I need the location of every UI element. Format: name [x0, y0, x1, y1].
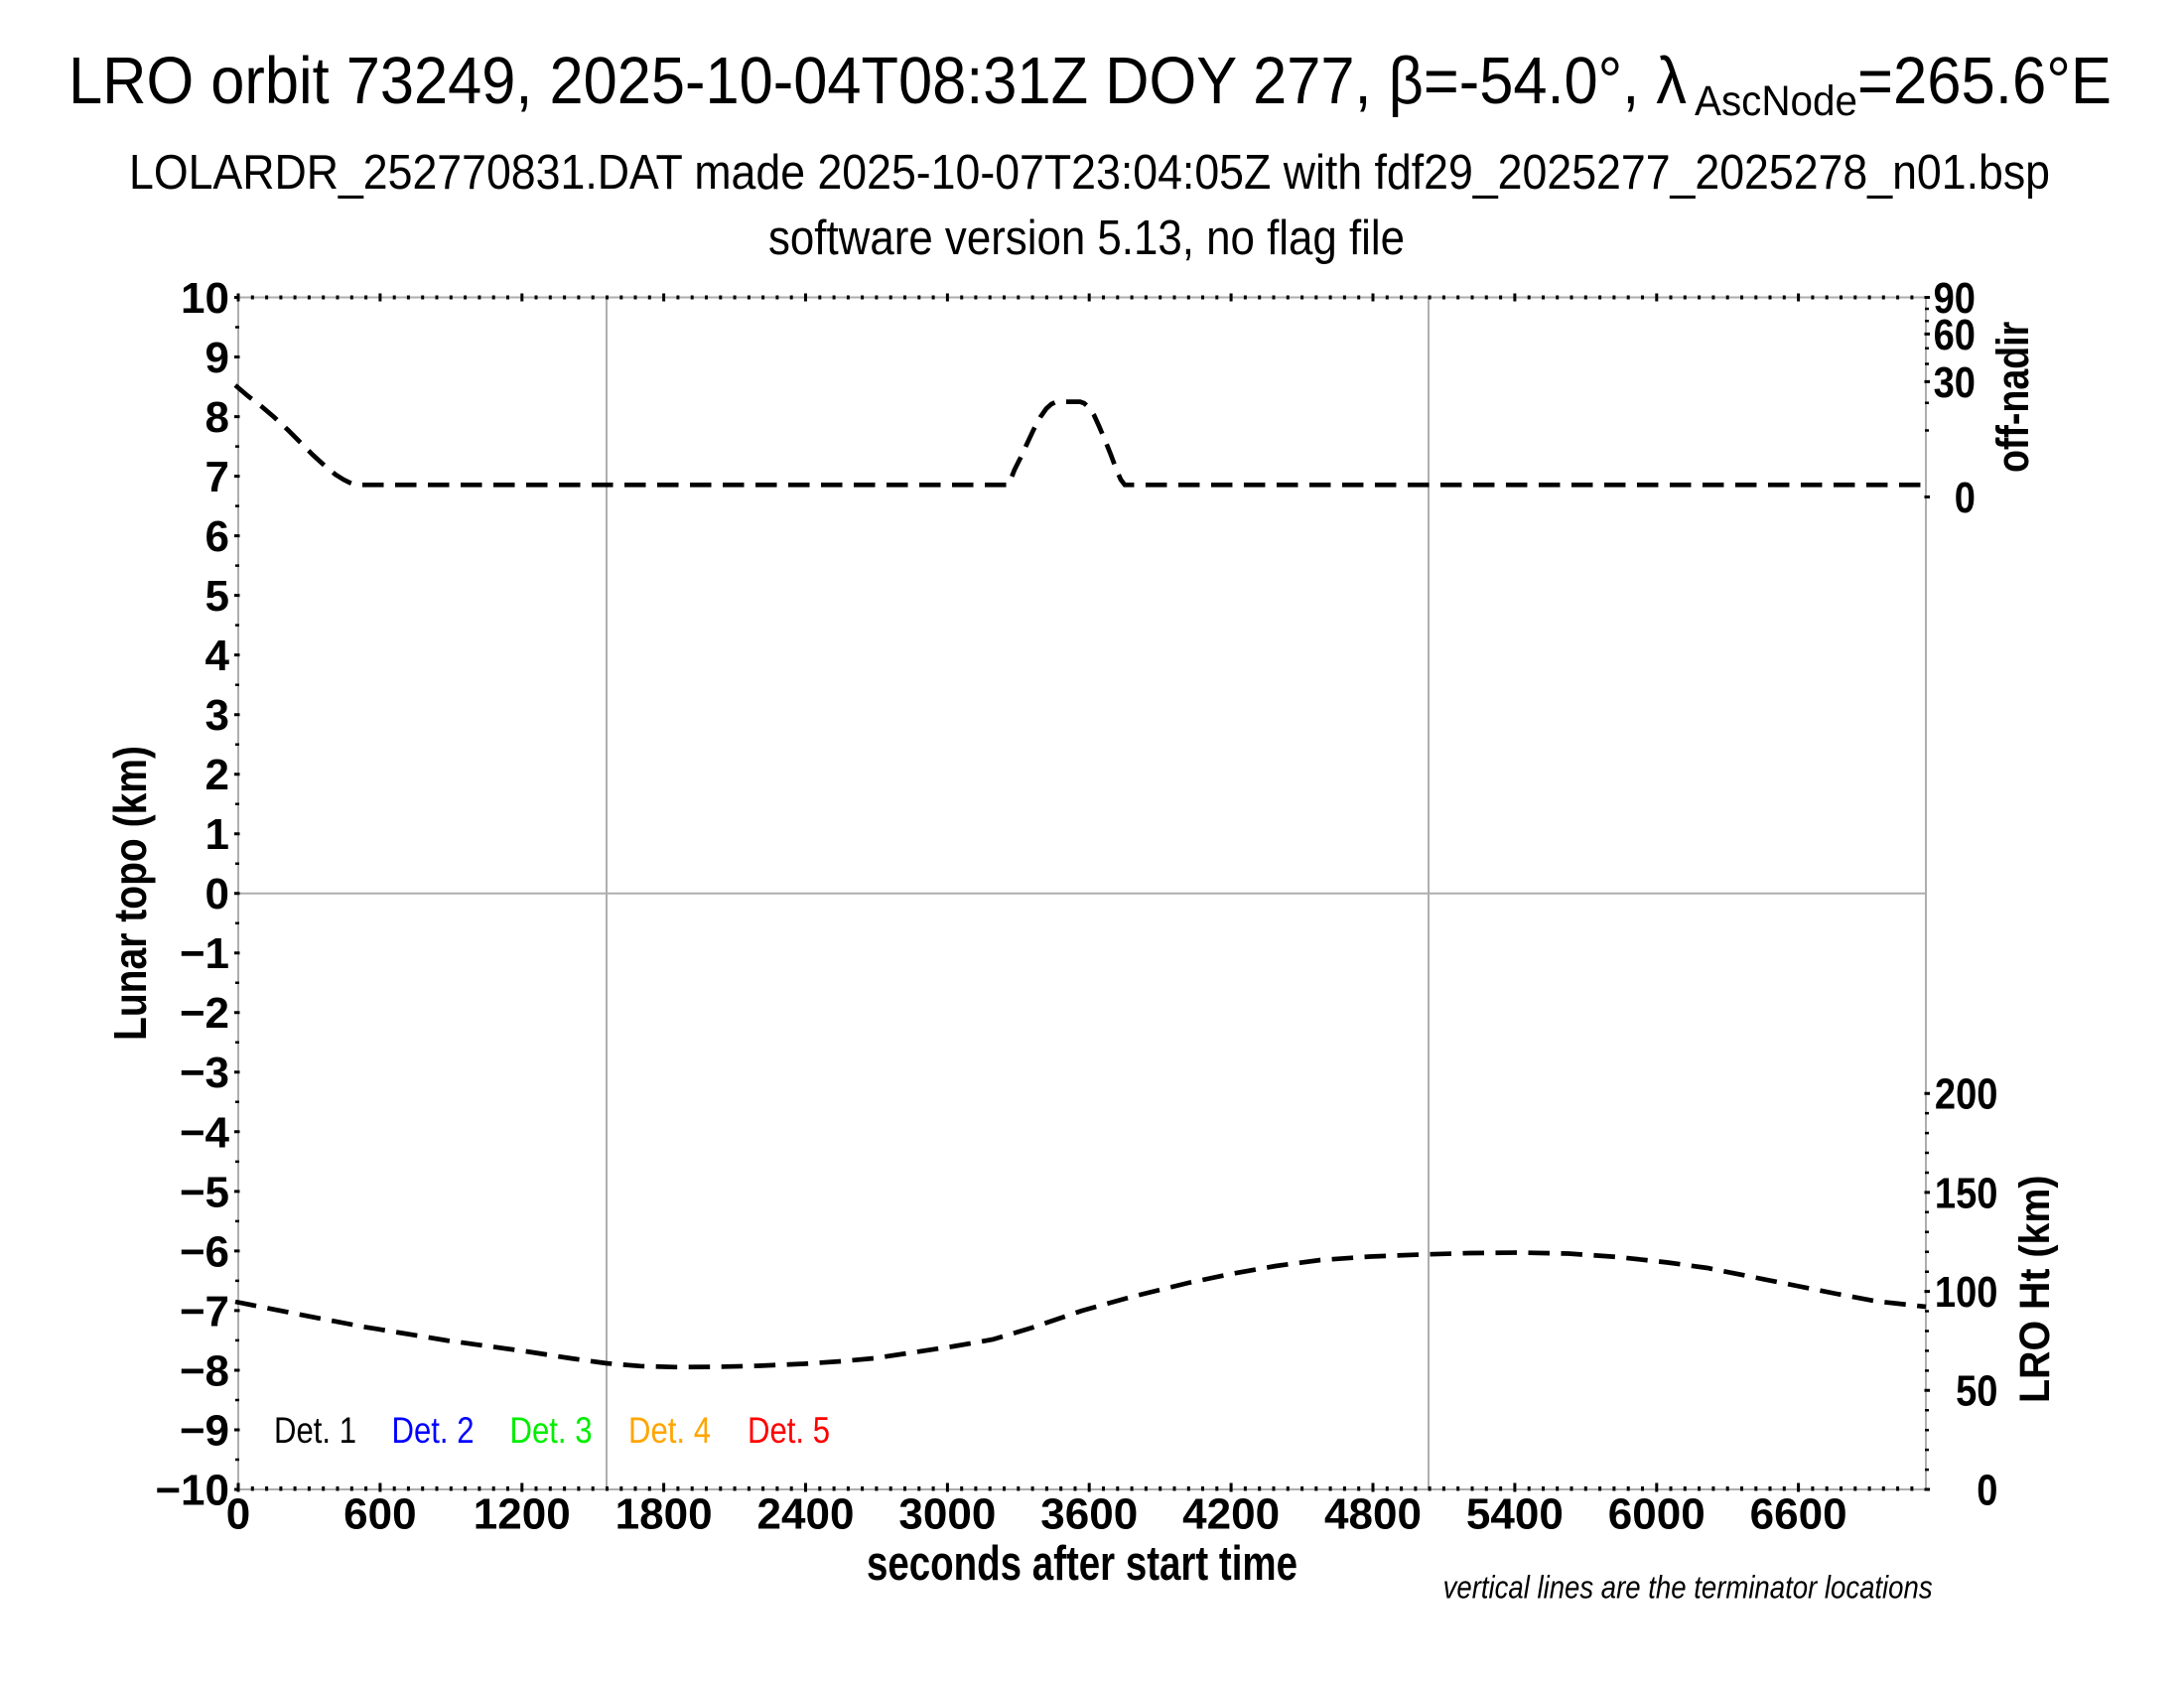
svg-text:2400: 2400: [757, 1490, 855, 1539]
svg-text:100: 100: [1935, 1268, 1998, 1317]
svg-text:software version 5.13, no flag: software version 5.13, no flag file: [768, 211, 1405, 265]
svg-text:0: 0: [1977, 1466, 1997, 1514]
svg-text:LRO orbit 73249, 2025-10-04T08: LRO orbit 73249, 2025-10-04T08:31Z DOY 2…: [68, 44, 1687, 118]
svg-text:LRO Ht (km): LRO Ht (km): [2011, 1176, 2059, 1404]
svg-text:60: 60: [1934, 311, 1976, 359]
svg-text:LOLARDR_252770831.DAT made 202: LOLARDR_252770831.DAT made 2025-10-07T23…: [129, 146, 2050, 200]
svg-text:=265.6°E: =265.6°E: [1857, 44, 2112, 118]
svg-text:2: 2: [205, 751, 229, 799]
svg-text:4200: 4200: [1182, 1490, 1280, 1539]
svg-text:600: 600: [343, 1490, 416, 1539]
svg-text:Det. 5: Det. 5: [748, 1410, 830, 1451]
svg-text:−5: −5: [180, 1168, 229, 1216]
svg-text:90: 90: [1934, 274, 1976, 323]
svg-text:Det. 4: Det. 4: [628, 1410, 711, 1451]
svg-text:AscNode: AscNode: [1695, 77, 1857, 125]
svg-text:10: 10: [181, 274, 229, 323]
svg-text:1: 1: [205, 810, 229, 859]
svg-text:−10: −10: [155, 1466, 229, 1514]
svg-text:Lunar topo (km): Lunar topo (km): [104, 746, 156, 1041]
svg-text:−3: −3: [180, 1049, 229, 1097]
svg-text:5400: 5400: [1466, 1490, 1564, 1539]
svg-text:3000: 3000: [898, 1490, 996, 1539]
svg-text:−8: −8: [180, 1346, 229, 1395]
svg-text:150: 150: [1935, 1169, 1998, 1217]
svg-text:200: 200: [1935, 1070, 1998, 1119]
svg-text:3600: 3600: [1040, 1490, 1138, 1539]
svg-text:Det. 1: Det. 1: [274, 1410, 356, 1451]
svg-text:6000: 6000: [1608, 1490, 1706, 1539]
svg-text:6600: 6600: [1750, 1490, 1847, 1539]
svg-text:8: 8: [205, 393, 229, 442]
svg-text:0: 0: [226, 1490, 250, 1539]
svg-text:1800: 1800: [615, 1490, 713, 1539]
svg-text:−9: −9: [180, 1406, 229, 1455]
svg-text:0: 0: [205, 870, 229, 918]
svg-text:−1: −1: [180, 929, 229, 978]
svg-text:30: 30: [1934, 358, 1976, 407]
svg-text:−2: −2: [180, 989, 229, 1038]
svg-text:1200: 1200: [474, 1490, 571, 1539]
svg-text:−7: −7: [180, 1287, 229, 1336]
svg-text:3: 3: [205, 691, 229, 740]
svg-text:50: 50: [1956, 1367, 1997, 1416]
svg-text:vertical lines are the termina: vertical lines are the terminator locati…: [1443, 1570, 1933, 1606]
svg-text:−4: −4: [180, 1108, 230, 1157]
svg-text:4800: 4800: [1324, 1490, 1422, 1539]
svg-text:5: 5: [205, 572, 229, 621]
svg-text:7: 7: [205, 453, 229, 501]
svg-text:Det. 2: Det. 2: [392, 1410, 475, 1451]
svg-text:0: 0: [1955, 474, 1976, 522]
svg-text:Det. 3: Det. 3: [510, 1410, 593, 1451]
svg-text:off-nadir: off-nadir: [1987, 322, 2038, 473]
svg-text:−6: −6: [180, 1227, 229, 1276]
svg-text:6: 6: [205, 512, 229, 561]
svg-text:seconds after start time: seconds after start time: [867, 1537, 1297, 1591]
svg-text:4: 4: [205, 632, 230, 680]
svg-text:9: 9: [205, 334, 229, 382]
